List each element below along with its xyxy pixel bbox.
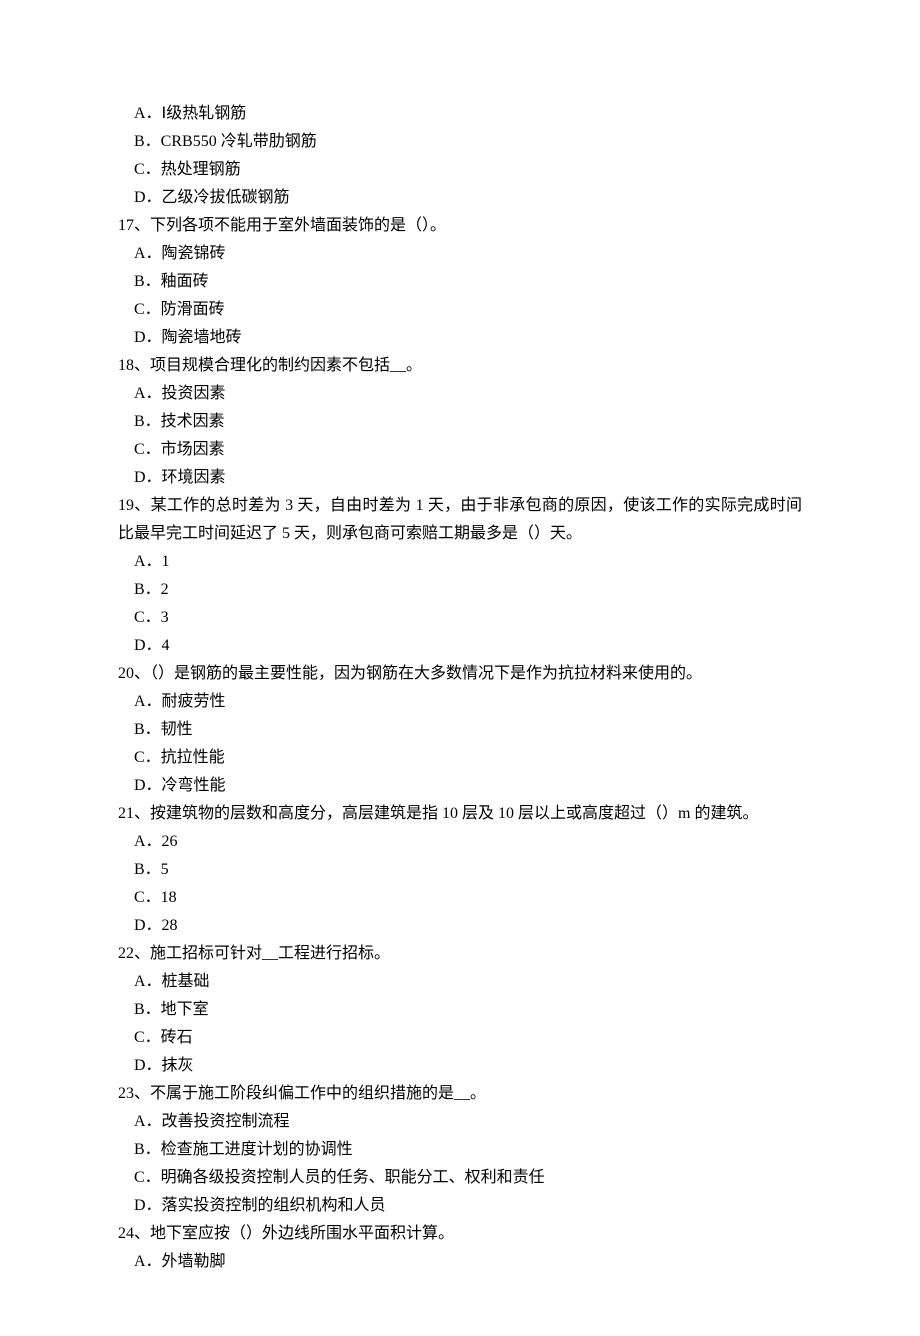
question-number: 24、 (118, 1225, 150, 1242)
option-line: C．防滑面砖 (118, 296, 802, 324)
question-stem: 23、不属于施工阶段纠偏工作中的组织措施的是__。 (118, 1080, 802, 1108)
option-line: C．市场因素 (118, 436, 802, 464)
question-number: 18、 (118, 357, 150, 374)
question-number: 21、 (118, 805, 150, 822)
option-line: A．1 (118, 548, 802, 576)
option-line: A．26 (118, 828, 802, 856)
option-line: A．外墙勒脚 (118, 1248, 802, 1276)
question-stem: 19、某工作的总时差为 3 天，自由时差为 1 天，由于非承包商的原因，使该工作… (118, 492, 802, 548)
option-line: A．耐疲劳性 (118, 688, 802, 716)
document-page: A．Ⅰ级热轧钢筋 B．CRB550 冷轧带肋钢筋 C．热处理钢筋 D．乙级冷拔低… (0, 0, 920, 1336)
option-line: B．地下室 (118, 996, 802, 1024)
question-stem: 22、施工招标可针对__工程进行招标。 (118, 940, 802, 968)
option-line: D．抹灰 (118, 1052, 802, 1080)
option-line: B．检查施工进度计划的协调性 (118, 1136, 802, 1164)
question-stem: 24、地下室应按（）外边线所围水平面积计算。 (118, 1220, 802, 1248)
question-text: 按建筑物的层数和高度分，高层建筑是指 10 层及 10 层以上或高度超过（）m … (150, 805, 758, 822)
option-line: C．明确各级投资控制人员的任务、职能分工、权利和责任 (118, 1164, 802, 1192)
option-line: D．陶瓷墙地砖 (118, 324, 802, 352)
option-line: A．投资因素 (118, 380, 802, 408)
question-text: 项目规模合理化的制约因素不包括__。 (150, 357, 422, 374)
option-line: D．冷弯性能 (118, 772, 802, 800)
option-line: D．环境因素 (118, 464, 802, 492)
question-stem: 21、按建筑物的层数和高度分，高层建筑是指 10 层及 10 层以上或高度超过（… (118, 800, 802, 828)
question-text: 某工作的总时差为 3 天，自由时差为 1 天，由于非承包商的原因，使该工作的实际… (118, 497, 802, 542)
option-line: C．抗拉性能 (118, 744, 802, 772)
question-number: 22、 (118, 945, 150, 962)
question-number: 23、 (118, 1085, 150, 1102)
option-line: C．18 (118, 884, 802, 912)
question-number: 19、 (118, 497, 151, 514)
option-line: D．乙级冷拔低碳钢筋 (118, 184, 802, 212)
question-stem: 18、项目规模合理化的制约因素不包括__。 (118, 352, 802, 380)
option-line: D．4 (118, 632, 802, 660)
option-line: C．3 (118, 604, 802, 632)
option-line: B．釉面砖 (118, 268, 802, 296)
option-line: B．2 (118, 576, 802, 604)
option-line: B．韧性 (118, 716, 802, 744)
option-line: B．技术因素 (118, 408, 802, 436)
option-line: C．砖石 (118, 1024, 802, 1052)
question-text: 不属于施工阶段纠偏工作中的组织措施的是__。 (150, 1085, 486, 1102)
question-text: 施工招标可针对__工程进行招标。 (150, 945, 390, 962)
option-line: A．改善投资控制流程 (118, 1108, 802, 1136)
option-line: D．落实投资控制的组织机构和人员 (118, 1192, 802, 1220)
question-text: 下列各项不能用于室外墙面装饰的是（）。 (150, 217, 446, 234)
option-line: A．Ⅰ级热轧钢筋 (118, 100, 802, 128)
question-stem: 20、（）是钢筋的最主要性能，因为钢筋在大多数情况下是作为抗拉材料来使用的。 (118, 660, 802, 688)
option-line: C．热处理钢筋 (118, 156, 802, 184)
option-line: B．CRB550 冷轧带肋钢筋 (118, 128, 802, 156)
question-stem: 17、下列各项不能用于室外墙面装饰的是（）。 (118, 212, 802, 240)
question-text: 地下室应按（）外边线所围水平面积计算。 (150, 1225, 454, 1242)
question-number: 20、 (118, 665, 150, 682)
option-line: A．陶瓷锦砖 (118, 240, 802, 268)
option-line: D．28 (118, 912, 802, 940)
option-line: B．5 (118, 856, 802, 884)
question-number: 17、 (118, 217, 150, 234)
option-line: A．桩基础 (118, 968, 802, 996)
question-text: （）是钢筋的最主要性能，因为钢筋在大多数情况下是作为抗拉材料来使用的。 (150, 665, 702, 682)
